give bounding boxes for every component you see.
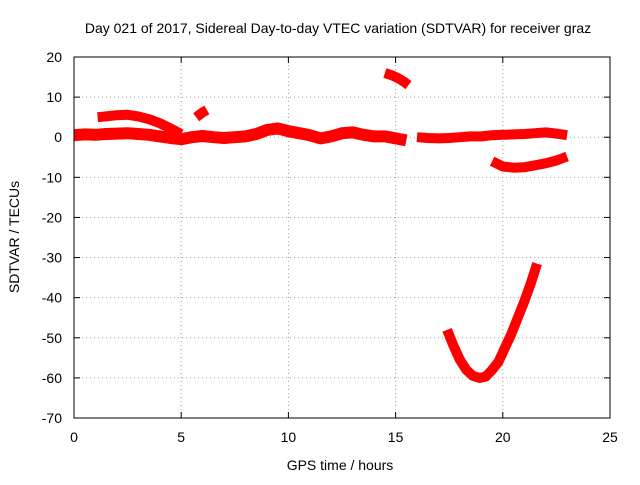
y-tick-label: -20 — [42, 209, 62, 225]
x-tick-label: 15 — [388, 429, 404, 445]
plot-frame — [73, 56, 611, 419]
grid-layer — [74, 57, 610, 418]
y-tick-label: -50 — [42, 330, 62, 346]
y-tick-label: -60 — [42, 370, 62, 386]
series-short-segment — [193, 105, 210, 122]
y-tick-label: -10 — [42, 169, 62, 185]
chart-title: Day 021 of 2017, Sidereal Day-to-day VTE… — [85, 20, 591, 36]
y-axis-label: SDTVAR / TECUs — [6, 181, 22, 293]
x-tick-label: 10 — [281, 429, 297, 445]
y-tick-label: -40 — [42, 290, 62, 306]
y-tick-label: 0 — [54, 129, 62, 145]
y-tick-label: 10 — [46, 89, 62, 105]
x-tick-label: 5 — [177, 429, 185, 445]
series-negative-arc — [489, 151, 569, 173]
series-main-band-late — [416, 127, 568, 144]
x-tick-label: 25 — [602, 429, 618, 445]
y-tick-label: 20 — [46, 49, 62, 65]
series-upper-arc — [97, 109, 184, 139]
y-tick-label: -70 — [42, 410, 62, 426]
x-tick-label: 20 — [495, 429, 511, 445]
tick-layer: 0 5 10 15 20 25 -70 -60 -50 -40 -30 -20 -10 0 10 20 — [42, 49, 618, 445]
series-u-curve — [442, 262, 542, 383]
x-axis-label: GPS time / hours — [287, 457, 394, 473]
y-tick-label: -30 — [42, 250, 62, 266]
series-main-band — [73, 122, 408, 147]
x-tick-label: 0 — [70, 429, 78, 445]
series-high-arc — [383, 68, 412, 90]
series-layer — [73, 68, 569, 383]
